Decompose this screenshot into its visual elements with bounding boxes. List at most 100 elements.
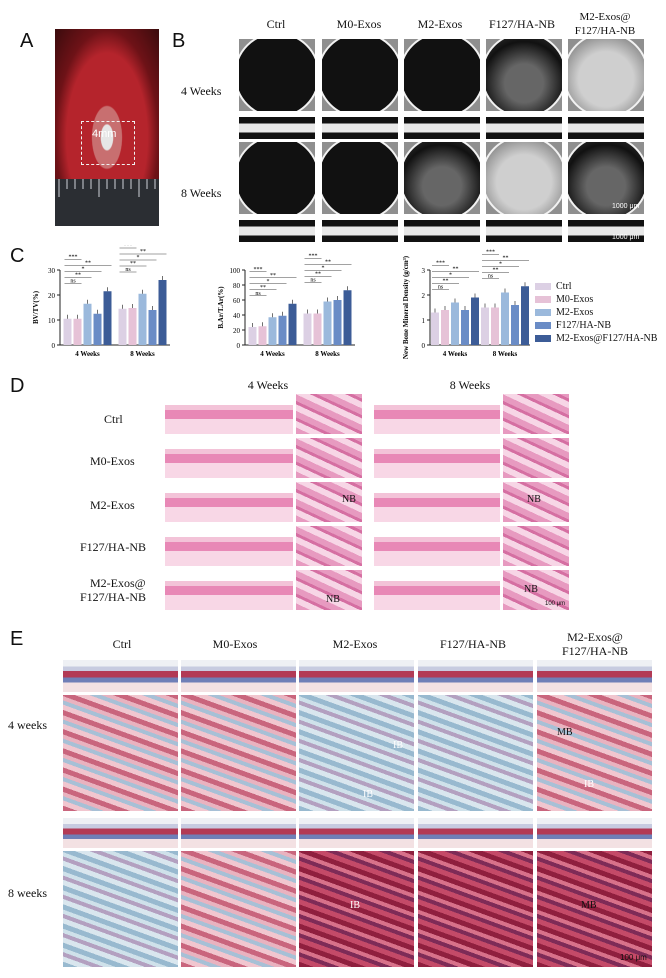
bar	[278, 315, 287, 345]
ct-combo-8w	[568, 142, 644, 214]
he-combo-4w	[165, 570, 293, 610]
d-scale-bar: 100 μm	[545, 601, 566, 607]
he-combo-8w-zoom	[503, 570, 569, 610]
bar	[138, 293, 147, 345]
sig-label: **	[85, 260, 91, 266]
x-tick-label: 8 Weeks	[493, 350, 518, 358]
bar	[441, 310, 449, 345]
ct-slab-m2-8w	[404, 220, 480, 242]
bar	[148, 310, 157, 345]
bar	[521, 286, 529, 345]
bar	[83, 303, 92, 345]
legend: Ctrl M0-Exos M2-Exos F127/HA-NB M2-Exos@…	[535, 280, 657, 345]
e-row-8weeks: 8 weeks	[8, 886, 47, 900]
e-col-f127: F127/HA-NB	[439, 637, 507, 651]
he-m2-8w	[374, 482, 500, 522]
mt-m2-8w	[299, 818, 414, 848]
sig-label: **	[503, 255, 509, 261]
mt-ctrl-4w-zoom	[63, 695, 178, 811]
he-m2-4w-zoom	[296, 482, 362, 522]
mt-m0-4w-zoom	[181, 695, 296, 811]
bar	[258, 326, 267, 345]
sig-label: ns	[70, 278, 76, 284]
legend-label: M0-Exos	[556, 294, 594, 305]
he-m0-4w	[165, 438, 293, 478]
y-tick-label: 20	[233, 327, 241, 335]
panel-label-c: C	[10, 245, 25, 267]
he-ctrl-8w-zoom	[503, 394, 569, 434]
d-row-f127: F127/HA-NB	[80, 540, 147, 554]
nb-label-m2-4w: NB	[342, 494, 356, 505]
x-tick-label: 4 Weeks	[443, 350, 468, 358]
bar	[491, 307, 499, 345]
e-col-m2: M2-Exos	[332, 637, 378, 651]
d-row-m2: M2-Exos	[90, 498, 135, 512]
b-col-combo-line1: M2-Exos@	[579, 11, 631, 23]
mt-combo-4w	[537, 660, 652, 692]
ct-ctrl-8w	[239, 142, 315, 214]
sig-label: ***	[254, 267, 263, 273]
legend-label: M2-Exos@F127/HA-NB	[556, 333, 658, 344]
x-tick-label: 4 Weeks	[260, 350, 285, 358]
legend-item-f127: F127/HA-NB	[535, 319, 657, 332]
nb-label-combo-4w: NB	[326, 594, 340, 605]
bar	[73, 318, 82, 345]
sig-label: *	[499, 261, 502, 267]
surgical-defect-photo	[55, 29, 159, 226]
sig-label: ***	[309, 253, 318, 259]
e-col-combo-1: M2-Exos@	[567, 630, 623, 644]
ib-label-combo-4w: IB	[584, 779, 594, 790]
y-tick-label: 0	[237, 342, 241, 350]
legend-item-combo: M2-Exos@F127/HA-NB	[535, 332, 657, 345]
bar	[63, 318, 72, 345]
b-scale-bar-1: 1000 μm	[612, 203, 640, 210]
bar	[431, 312, 439, 345]
legend-item-m2: M2-Exos	[535, 306, 657, 319]
d-row-combo-1: M2-Exos@	[90, 576, 146, 590]
bar	[511, 305, 519, 345]
bar	[313, 313, 322, 345]
defect-dashed-box	[81, 121, 135, 165]
panel-label-b: B	[172, 30, 186, 52]
mt-f127-4w-zoom	[418, 695, 533, 811]
he-combo-4w-zoom	[296, 570, 362, 610]
panel-label-d: D	[10, 375, 25, 397]
b-col-m0: M0-Exos	[336, 17, 382, 31]
sig-label: **	[270, 273, 276, 279]
he-f127-4w-zoom	[296, 526, 362, 566]
ct-m2-8w	[404, 142, 480, 214]
legend-swatch	[535, 335, 551, 342]
bar	[93, 313, 102, 345]
defect-size-label: 4mm	[92, 128, 117, 140]
y-tick-label: 0	[422, 342, 426, 350]
b-row-4weeks: 4 Weeks	[181, 84, 222, 98]
bar	[501, 292, 509, 345]
bar	[451, 302, 459, 345]
y-tick-label: 40	[233, 312, 241, 320]
mb-label-combo-4w: MB	[557, 727, 573, 738]
he-f127-8w	[374, 526, 500, 566]
bar	[248, 327, 257, 345]
ct-slab-combo-4w	[568, 117, 644, 139]
sig-label: ns	[438, 285, 444, 291]
nb-label-m2-8w: NB	[527, 494, 541, 505]
ct-slab-ctrl-4w	[239, 117, 315, 139]
e-col-m0: M0-Exos	[212, 637, 258, 651]
he-ctrl-4w	[165, 394, 293, 434]
sig-label: **	[443, 279, 449, 285]
legend-label: F127/HA-NB	[556, 320, 612, 331]
d-row-combo-2: F127/HA-NB	[80, 590, 147, 604]
x-tick-label: 8 Weeks	[130, 350, 155, 358]
ib-label-m2-8w: IB	[350, 900, 360, 911]
mb-label-combo-8w: MB	[581, 900, 597, 911]
y-tick-label: 80	[233, 282, 241, 290]
ct-slab-f127-4w	[486, 117, 562, 139]
d-col-8weeks: 8 Weeks	[449, 378, 491, 392]
bar	[103, 291, 112, 345]
d-row-m0: M0-Exos	[90, 454, 135, 468]
mt-m0-8w	[181, 818, 296, 848]
b-col-ctrl: Ctrl	[266, 17, 286, 31]
mt-combo-8w-zoom	[537, 851, 652, 967]
y-axis-label: BV/TV(%)	[32, 290, 40, 324]
